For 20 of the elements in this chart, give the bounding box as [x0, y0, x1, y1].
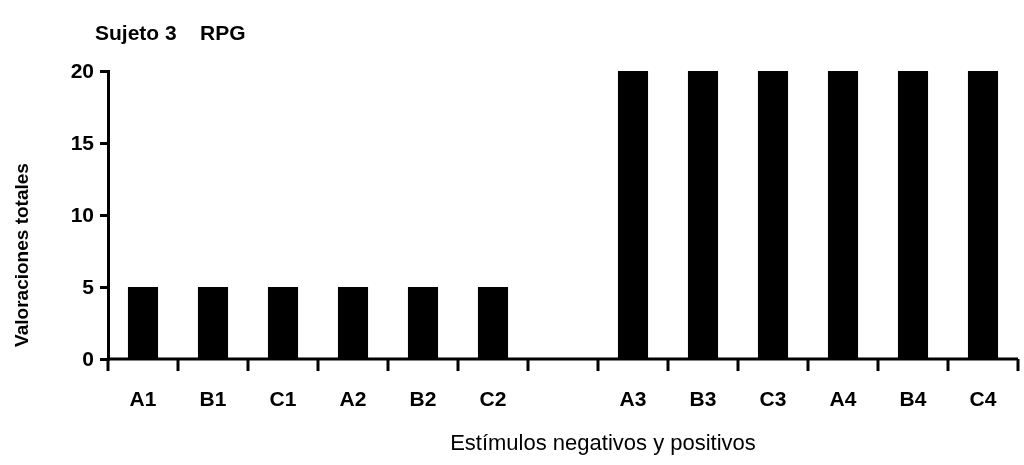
chart-title: Sujeto 3 RPG: [95, 21, 246, 44]
y-tick-label: 5: [82, 275, 95, 299]
x-tick-label: C1: [269, 386, 297, 410]
y-axis-title: Valoraciones totales: [11, 163, 32, 347]
x-tick-label: A4: [829, 386, 857, 410]
y-tick-label: 20: [70, 59, 94, 83]
x-tick-label: C2: [479, 386, 507, 410]
x-axis-title: Estímulos negativos y positivos: [450, 430, 756, 455]
x-tick-label: B1: [199, 386, 227, 410]
x-tick-label: A1: [129, 386, 157, 410]
y-tick-label: 10: [70, 203, 94, 227]
x-tick-label: B2: [409, 386, 437, 410]
x-tick-label: C4: [969, 386, 997, 410]
x-tick-label: A3: [619, 386, 647, 410]
x-tick-label: A2: [339, 386, 367, 410]
y-tick-label: 0: [82, 347, 94, 371]
x-tick-label: B3: [689, 386, 717, 410]
y-tick-label: 15: [70, 131, 95, 155]
x-tick-label: B4: [899, 386, 927, 410]
x-tick-label: C3: [759, 386, 787, 410]
